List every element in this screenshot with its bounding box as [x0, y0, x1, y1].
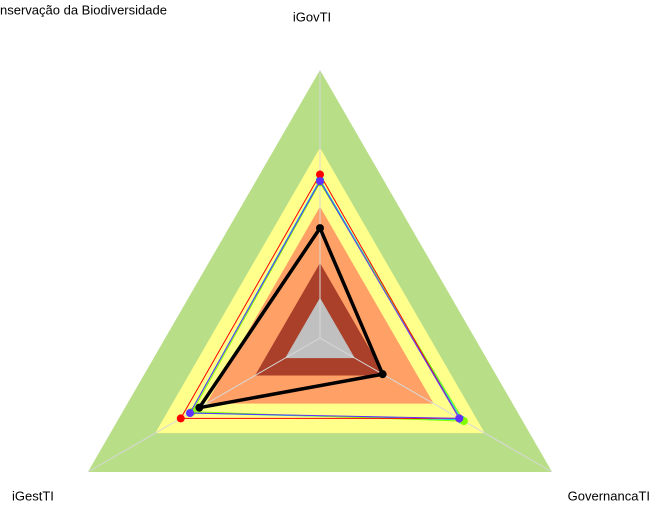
series-line: [197, 226, 385, 410]
series-point: [455, 414, 464, 423]
series-point: [316, 177, 324, 186]
series-point: [316, 224, 324, 233]
series-point: [378, 370, 387, 379]
series-point: [176, 414, 185, 423]
axis-line: [87, 337, 321, 473]
series-line: [191, 182, 465, 422]
axis-label: GovernancaTI: [568, 488, 650, 503]
series-line: [180, 174, 460, 419]
series-point: [186, 409, 195, 418]
series-point: [316, 170, 324, 179]
series-point: [195, 403, 204, 412]
axis-label: iGestTI: [12, 488, 54, 503]
chart-title: nservação da Biodiversidade: [0, 2, 167, 17]
series-line: [189, 180, 460, 419]
axis-label: iGovTI: [293, 9, 331, 24]
axis-line: [319, 337, 553, 473]
